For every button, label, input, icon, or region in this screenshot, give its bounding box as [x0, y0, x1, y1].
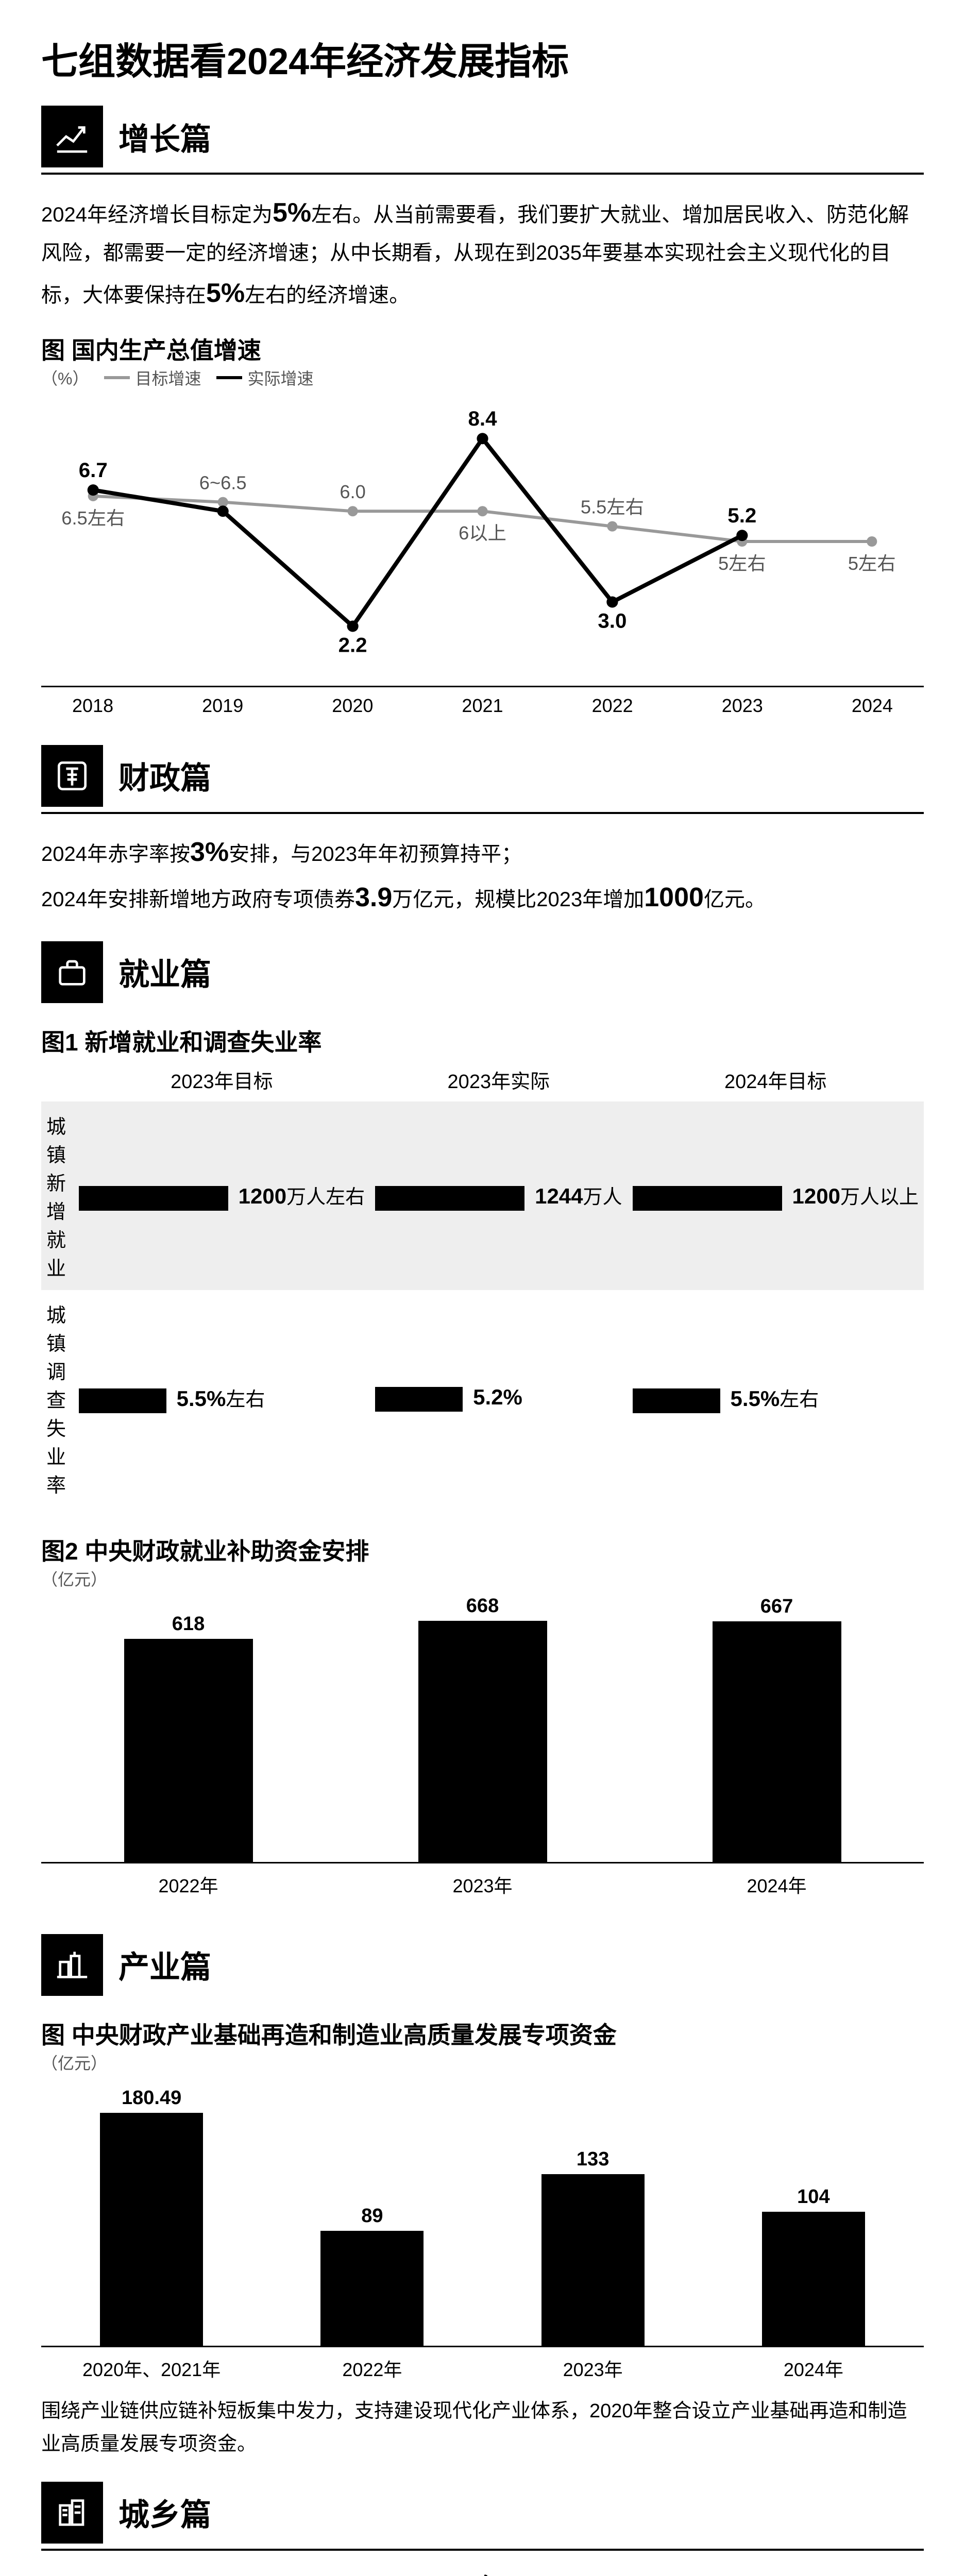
industry-fund-xlabels: 2020年、2021年2022年2023年2024年 [41, 2347, 924, 2382]
bar-xlabel: 2023年 [483, 2355, 703, 2382]
bar-group: 133 [541, 2174, 645, 2346]
emp-chart2-title: 图2 中央财政就业补助资金安排 [41, 1533, 924, 1567]
bar-xlabel: 2020年、2021年 [41, 2355, 262, 2382]
gdp-year: 2019 [202, 695, 243, 717]
bar-value: 180.49 [48, 2087, 255, 2109]
bar: 618 [124, 1639, 253, 1862]
table-col-header: 2023年实际 [370, 1058, 627, 1101]
bar-xlabel: 2024年 [703, 2355, 924, 2382]
bar-xlabel: 2022年 [262, 2355, 482, 2382]
bar-value: 668 [354, 1595, 612, 1617]
gdp-year: 2018 [72, 695, 113, 717]
bar-value: 618 [60, 1613, 317, 1635]
section-header-industry: 产业篇 [41, 1934, 924, 2001]
gdp-year: 2023 [722, 695, 763, 717]
gdp-unit: （%） [41, 366, 89, 389]
section-title-fiscal: 财政篇 [118, 753, 211, 798]
section-title-urban: 城乡篇 [118, 2490, 211, 2535]
emp-table-title: 图1 新增就业和调查失业率 [41, 1024, 924, 1058]
table-cell: 1200万人左右 [74, 1101, 370, 1290]
bar: 89 [320, 2231, 424, 2346]
employment-subsidy-chart: 618 668 667 [41, 1596, 924, 1863]
bar-group: 618 [124, 1639, 253, 1862]
fiscal-icon [41, 745, 103, 807]
table-row-label: 城镇新增就业 [41, 1101, 74, 1290]
svg-text:2.2: 2.2 [338, 633, 367, 656]
bar: 180.49 [100, 2113, 203, 2345]
industry-fund-chart: 180.49 89 133 104 [41, 2079, 924, 2347]
svg-text:6.7: 6.7 [79, 459, 108, 482]
growth-icon [41, 106, 103, 167]
svg-text:8.4: 8.4 [468, 407, 497, 430]
employment-subsidy-xlabels: 2022年2023年2024年 [41, 1863, 924, 1898]
urban-icon [41, 2482, 103, 2544]
gdp-year: 2021 [462, 695, 503, 717]
table-cell: 5.5%左右 [74, 1290, 370, 1507]
svg-text:6.5左右: 6.5左右 [61, 507, 125, 529]
legend-actual: 实际增速 [216, 366, 313, 389]
bar-group: 668 [418, 1621, 547, 1862]
bar: 668 [418, 1621, 547, 1862]
main-title: 七组数据看2024年经济发展指标 [41, 31, 924, 85]
svg-text:5左右: 5左右 [718, 553, 766, 574]
legend-target: 目标增速 [104, 366, 201, 389]
industry-caption: 围绕产业链供应链补短板集中发力，支持建设现代化产业体系，2020年整合设立产业基… [41, 2395, 924, 2461]
employment-icon [41, 941, 103, 1003]
section-title-employment: 就业篇 [118, 950, 211, 994]
section-header-employment: 就业篇 [41, 941, 924, 1008]
svg-text:3.0: 3.0 [598, 609, 627, 632]
bar-xlabel: 2023年 [335, 1871, 630, 1898]
bar: 133 [541, 2174, 645, 2346]
svg-text:6以上: 6以上 [459, 522, 506, 544]
table-cell: 1200万人以上 [628, 1101, 924, 1290]
table-cell: 1244万人 [370, 1101, 627, 1290]
bar-xlabel: 2022年 [41, 1871, 335, 1898]
table-cell: 5.2% [370, 1290, 627, 1507]
employment-table: 2023年目标2023年实际2024年目标城镇新增就业1200万人左右1244万… [41, 1058, 924, 1507]
table-row-label: 城镇调查失业率 [41, 1290, 74, 1507]
svg-text:5.2: 5.2 [727, 504, 756, 527]
section-header-growth: 增长篇 [41, 106, 924, 175]
section-title-industry: 产业篇 [118, 1942, 211, 1987]
svg-text:5左右: 5左右 [848, 553, 896, 574]
gdp-line-chart: 6.7 2.2 8.4 3.0 5.2 6.5左右 6~6.5 6.0 6以上 5.5左右 5左右 5… [41, 395, 924, 724]
bar-group: 89 [320, 2231, 424, 2346]
bar-value: 667 [648, 1596, 906, 1618]
fiscal-body: 2024年赤字率按3%安排，与2023年年初预算持平；2024年安排新增地方政府… [41, 829, 924, 921]
gdp-chart-legend: （%） 目标增速 实际增速 [41, 366, 924, 389]
gdp-year: 2022 [592, 695, 633, 717]
gdp-chart-title: 图 国内生产总值增速 [41, 332, 924, 366]
urban-body: 中央财政农业转移人口市民化奖励资金安排400亿元；推进保障性住房建设、"平急两用… [41, 2566, 924, 2576]
table-cell: 5.5%左右 [628, 1290, 924, 1507]
table-col-header: 2024年目标 [628, 1058, 924, 1101]
bar-xlabel: 2024年 [630, 1871, 924, 1898]
svg-text:5.5左右: 5.5左右 [581, 497, 644, 518]
section-header-fiscal: 财政篇 [41, 745, 924, 814]
bar: 104 [762, 2212, 865, 2346]
table-col-header: 2023年目标 [74, 1058, 370, 1101]
svg-text:6.0: 6.0 [340, 481, 365, 502]
emp-chart2-unit: （亿元） [41, 1567, 924, 1590]
bar-group: 667 [713, 1621, 841, 1862]
bar: 667 [713, 1621, 841, 1862]
bar-value: 89 [269, 2205, 475, 2227]
bar-group: 180.49 [100, 2113, 203, 2345]
bar-group: 104 [762, 2212, 865, 2346]
gdp-year: 2024 [852, 695, 893, 717]
industry-chart-unit: （亿元） [41, 2050, 924, 2074]
growth-body: 2024年经济增长目标定为5%左右。从当前需要看，我们要扩大就业、增加居民收入、… [41, 190, 924, 316]
gdp-year: 2020 [332, 695, 373, 717]
bar-value: 133 [490, 2148, 696, 2171]
section-title-growth: 增长篇 [118, 114, 211, 159]
bar-value: 104 [710, 2186, 917, 2208]
industry-chart-title: 图 中央财政产业基础再造和制造业高质量发展专项资金 [41, 2016, 924, 2050]
industry-icon [41, 1934, 103, 1996]
svg-text:6~6.5: 6~6.5 [199, 472, 247, 494]
section-header-urban: 城乡篇 [41, 2482, 924, 2551]
